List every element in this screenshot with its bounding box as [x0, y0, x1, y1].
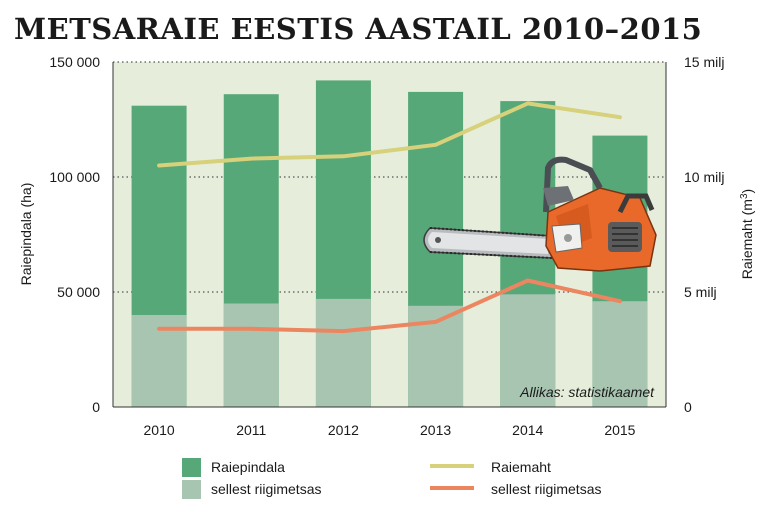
legend-label-line-riigimetsas: sellest riigimetsas — [491, 481, 601, 497]
left-axis-title: Raiepindala (ha) — [18, 183, 34, 286]
right-tick-label: 15 milj — [684, 54, 724, 70]
x-tick-label: 2015 — [604, 422, 635, 438]
right-axis-title-main: Raiemaht (m — [739, 199, 755, 279]
legend: Raiepindala sellest riigimetsas Raiemaht… — [182, 458, 601, 499]
x-tick-label: 2011 — [236, 422, 266, 438]
right-tick-label: 10 milj — [684, 169, 724, 185]
axes — [112, 62, 667, 408]
left-tick-label: 0 — [92, 399, 100, 415]
bar-riigimetsas — [592, 301, 648, 407]
right-axis-title-end: ) — [739, 189, 755, 194]
tick-labels: 0 50 000 100 000 150 000 0 5 milj 10 milj 15 mi… — [49, 54, 724, 438]
right-axis-title-sup: 3 — [739, 193, 750, 199]
legend-label-raiemaht: Raiemaht — [491, 459, 551, 475]
x-tick-label: 2014 — [512, 422, 543, 438]
x-tick-label: 2013 — [420, 422, 451, 438]
chainsaw-icon — [423, 156, 657, 272]
x-tick-label: 2012 — [328, 422, 359, 438]
left-tick-label: 50 000 — [57, 284, 100, 300]
series-lines — [157, 101, 622, 334]
x-tick-label: 2010 — [144, 422, 175, 438]
bar-riigimetsas — [315, 298, 371, 407]
right-tick-label: 0 — [684, 399, 692, 415]
legend-label-raiepindala: Raiepindala — [211, 459, 285, 475]
source-note: Allikas: statistikaamet — [519, 384, 655, 400]
right-axis-title: Raiemaht (m3) — [739, 189, 755, 279]
chart-title: METSARAIE EESTIS AASTAIL 2010–2015 — [14, 12, 703, 46]
line-raiemaht — [157, 101, 622, 168]
bar-riigimetsas — [500, 294, 556, 407]
right-tick-label: 5 milj — [684, 284, 717, 300]
legend-swatch-bar-riigimetsas — [182, 480, 201, 499]
legend-swatch-raiepindala — [182, 458, 201, 477]
left-tick-label: 100 000 — [49, 169, 100, 185]
left-tick-label: 150 000 — [49, 54, 100, 70]
bar-riigimetsas — [223, 303, 279, 407]
line-riigimetsas — [157, 278, 622, 334]
legend-label-bar-riigimetsas: sellest riigimetsas — [211, 481, 321, 497]
